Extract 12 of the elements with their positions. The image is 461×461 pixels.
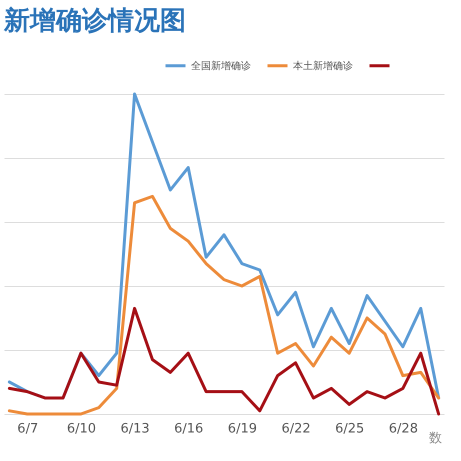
x-tick-label: 6/16 bbox=[174, 422, 204, 436]
x-tick-label: 6/19 bbox=[228, 422, 257, 436]
x-tick-label: 6/10 bbox=[66, 422, 96, 436]
x-tick-label: 6/28 bbox=[388, 422, 418, 436]
x-tick-label: 6/7 bbox=[17, 422, 38, 436]
x-tick-label: 6/22 bbox=[281, 422, 311, 436]
x-tick-label: 6/13 bbox=[120, 422, 150, 436]
chart-title: 新增确诊情况图 bbox=[3, 6, 186, 36]
legend-label: 本土新增确诊 bbox=[293, 60, 353, 72]
legend-label: 全国新增确诊 bbox=[191, 60, 251, 72]
text: 数 bbox=[429, 431, 442, 446]
x-tick-label: 6/25 bbox=[335, 422, 364, 436]
